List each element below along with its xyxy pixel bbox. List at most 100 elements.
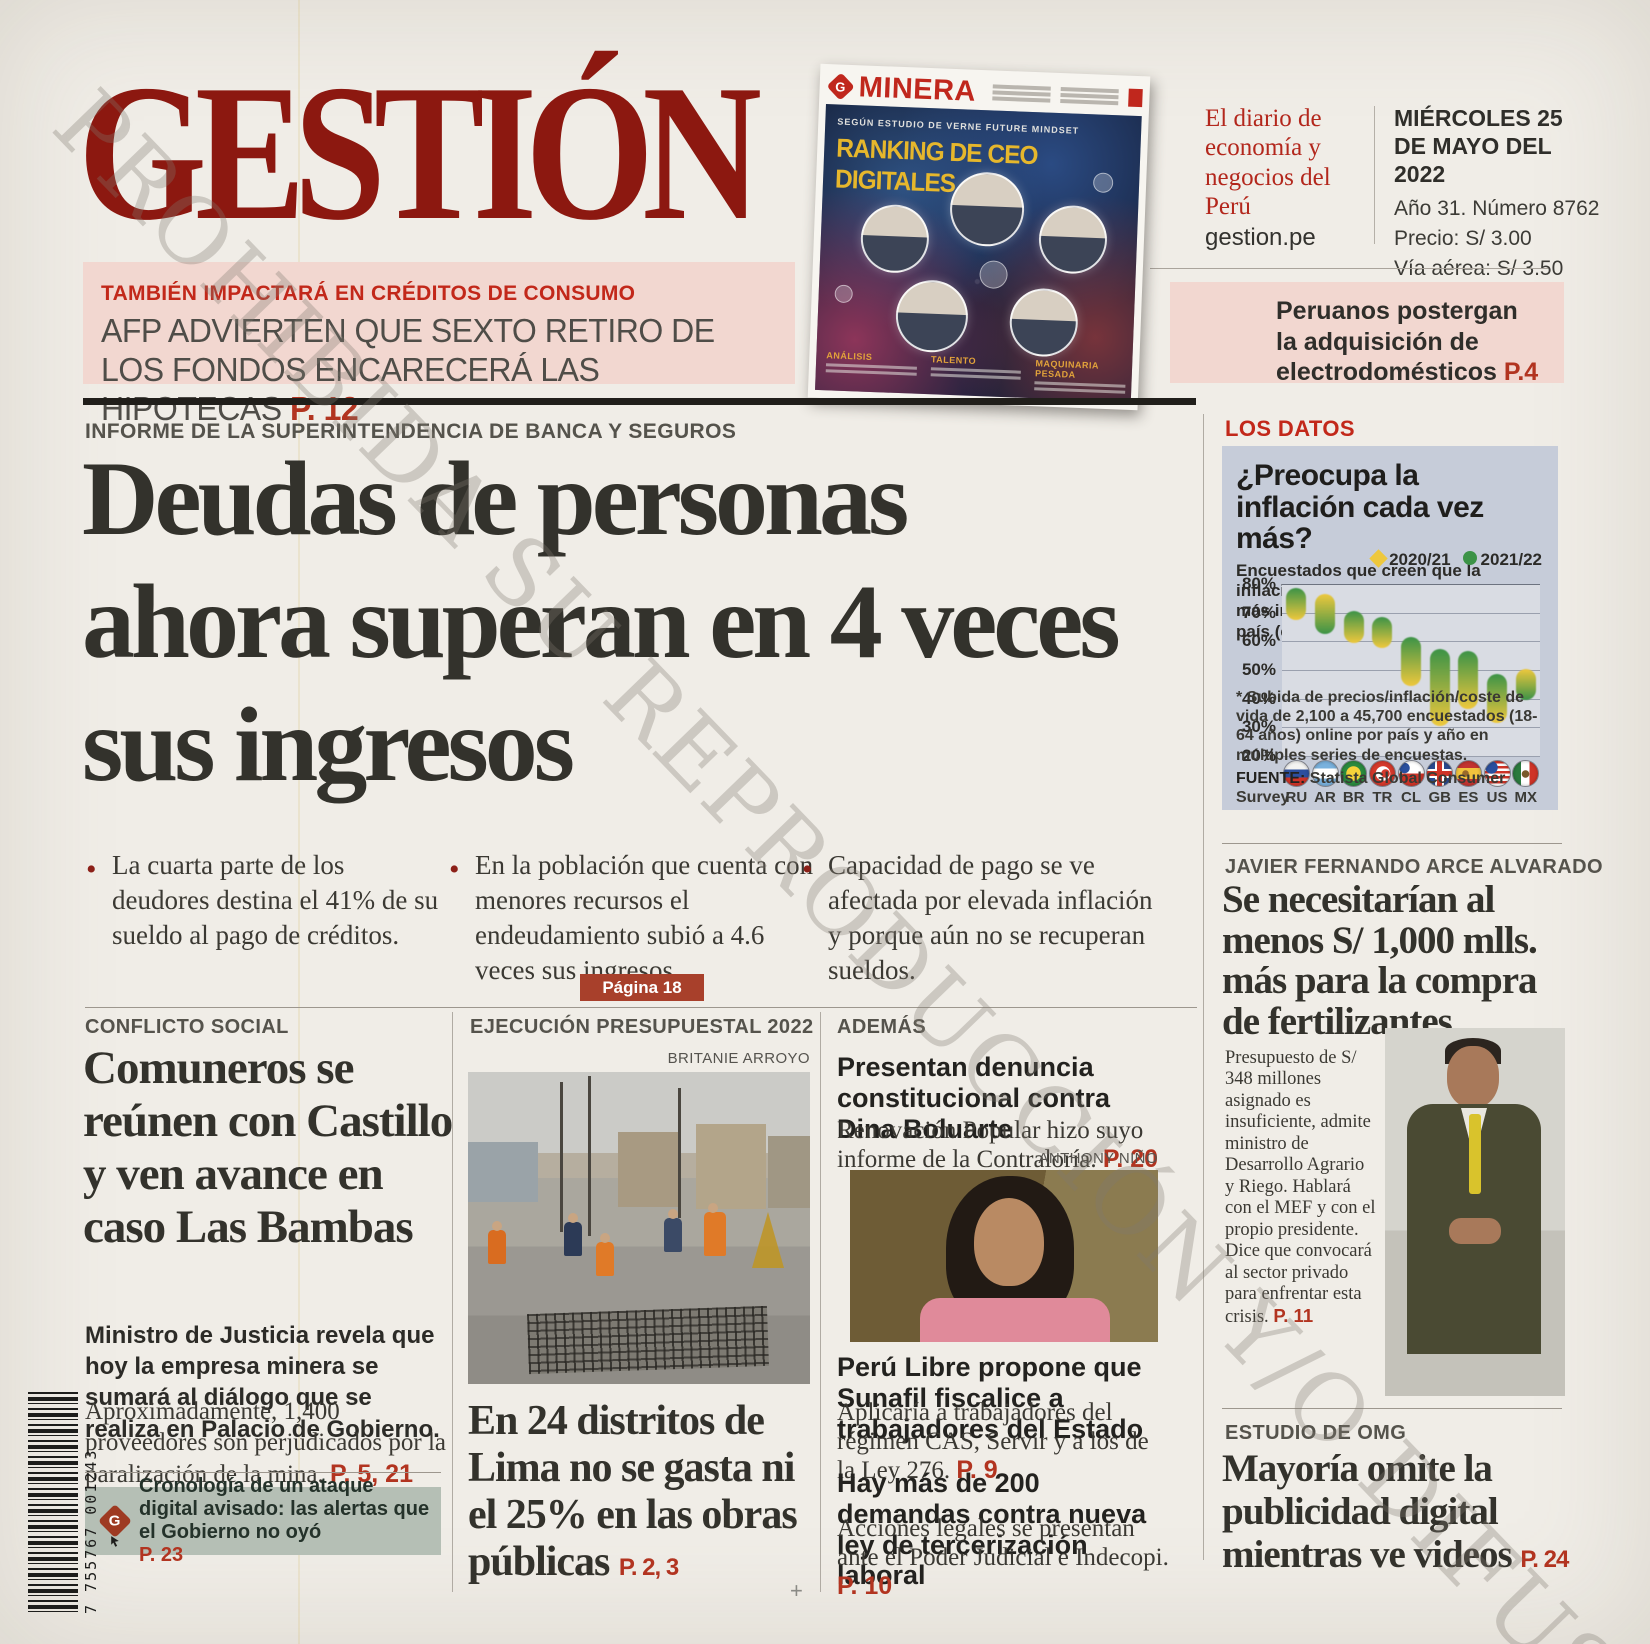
chart-xtick: AR [1314,789,1336,806]
omg-pageref: P. 24 [1520,1545,1569,1573]
chart-datapoint-RU [1286,588,1307,620]
chart-country-BR: BR [1339,760,1368,806]
ademas2-pageref: P. 9 [956,1456,998,1484]
chart-country-CL: CL [1397,760,1426,806]
chart-ytick: 50% [1241,660,1276,679]
fertilizantes-pageref: P. 11 [1273,1305,1314,1327]
br-flag-icon [1340,760,1368,787]
chart-ytick: 80% [1241,574,1276,593]
minera-supplement-cover: G MINERA SEGÚN ESTUDIO DE VERNE FUTURE M… [807,63,1151,411]
paper-fold-line [298,0,300,1644]
ademas2-headline: Perú Libre propone que Sunafil fiscalice… [837,1352,1144,1444]
photo-credit: BRITANIE ARROYO [667,1050,810,1067]
photo-face [1447,1046,1499,1108]
circle-icon [1462,551,1477,565]
photo-rebar [527,1305,769,1375]
chart-xtick: RU [1285,789,1308,806]
minera-brand: MINERA [858,70,977,108]
us-flag-icon [1483,760,1511,787]
chart-country-RU: RU [1282,760,1311,806]
fineprint-lines [992,82,1051,104]
chart-datapoint-MX [1515,668,1536,701]
afp-banner: TAMBIÉN IMPACTARÁ EN CRÉDITOS DE CONSUMO… [83,262,795,427]
lead-pagebox: Página 18 [580,974,704,1001]
chart-gridline [1282,756,1540,757]
conflicto-headline: Comuneros se reúnen con Castillo y ven a… [83,1042,453,1254]
chart-source: FUENTE: Statista Global Consumer Survey [1236,769,1506,806]
lead-headline: Deudas de personas ahora superan en 4 ve… [82,440,1121,803]
chart-xtick: CL [1401,789,1422,806]
issue-price: Precio: S/ 3.00 [1394,226,1532,250]
conflicto-kicker: CONFLICTO SOCIAL [85,1016,289,1038]
bullet-icon: • [449,853,460,886]
es-flag-icon [1454,760,1482,787]
construction-photo [468,1072,810,1384]
barcode-number: 7 755767 001243 [82,1448,100,1614]
chart-gridline [1282,612,1540,614]
photo-building [768,1136,810,1208]
chart-datapoint-US [1487,674,1507,723]
masthead-title: GESTIÓN [78,45,762,261]
ceo-portrait [894,278,970,354]
info-divider [1374,106,1375,244]
photo-worker [564,1213,582,1256]
ceo-portrait [1008,287,1080,358]
boluarte-photo [850,1170,1158,1342]
ejecucion-headline: En 24 distritos de Lima no se gasta ni e… [468,1398,798,1586]
divider [85,1007,1197,1008]
user-icon [834,284,854,304]
ademas2-deck: Aplicaría a trabajadores del régimen CAS… [837,1399,1149,1484]
gb-flag-icon [1426,760,1454,787]
minera-section: ANÁLISIS [825,350,917,385]
chart-ytick: 40% [1241,688,1276,708]
photo-face [974,1198,1044,1286]
photo-building [696,1124,766,1209]
chart-legend: 2020/21 2021/22 [1369,549,1542,570]
chart-ytick: 70% [1241,602,1276,622]
minera-cover-art: SEGÚN ESTUDIO DE VERNE FUTURE MINDSET RA… [815,104,1142,402]
diamond-icon [1369,549,1388,568]
chart-ytick: 60% [1241,631,1276,651]
ar-flag-icon [1311,760,1339,787]
chart-xtick: ES [1458,789,1479,806]
minera-corner-mark [1128,88,1143,108]
ru-flag-icon [1282,760,1310,787]
ademas-kicker: ADEMÁS [837,1016,927,1038]
chart-title: ¿Preocupa la inflación cada vez más? [1236,459,1484,555]
photo-pole [678,1088,681,1218]
photo-worker [704,1203,726,1256]
afp-banner-kicker: TAMBIÉN IMPACTARÁ EN CRÉDITOS DE CONSUMO [101,282,636,305]
minister-photo [1385,1028,1565,1396]
mx-flag-icon [1512,760,1540,787]
ademas1-deck: Renovación Popular hizo suyo informe de … [837,1117,1159,1173]
lead-kicker: INFORME DE LA SUPERINTENDENCIA DE BANCA … [85,420,737,443]
photo-building [468,1142,538,1202]
promo-pageref: P. 23 [139,1544,184,1567]
promo-text: Cronología de un ataque digital avisado:… [139,1474,430,1567]
chart-datapoint-GB [1429,648,1450,726]
ademas3-deck: Acciones legales se presentan ante el Po… [837,1515,1169,1600]
ademas3-headline: Hay más de 200 demandas contra nueva ley… [837,1468,1147,1591]
ademas1-pageref: P. 20 [1102,1145,1159,1173]
chart-ytick: 20% [1241,746,1276,765]
cursor-icon [111,1536,119,1547]
chart-gridline [1282,698,1540,700]
photo-tripod [752,1212,784,1268]
photo-pole [588,1076,591,1236]
ejecucion-pageref: P. 2, 3 [618,1554,679,1582]
issue-edition: Año 31. Número 8762 [1394,197,1600,220]
promo-box: G Cronología de un ataque digital avisad… [85,1475,441,1566]
chart-xtick: BR [1342,789,1365,806]
photo-worker [664,1209,682,1252]
electro-banner-pageref: P.4 [1503,358,1539,386]
photo-building [618,1132,678,1207]
paper-website: gestion.pe [1205,224,1316,251]
photo-pink-top [920,1298,1110,1342]
issue-meta: Año 31. Número 8762 Precio: S/ 3.00 Vía … [1394,194,1599,283]
lead-bullet: • En la población que cuenta con menores … [449,850,814,986]
chart-xtick: TR [1372,789,1393,806]
column-divider [820,1012,821,1592]
divider [1222,843,1562,844]
cl-flag-icon [1397,760,1425,787]
